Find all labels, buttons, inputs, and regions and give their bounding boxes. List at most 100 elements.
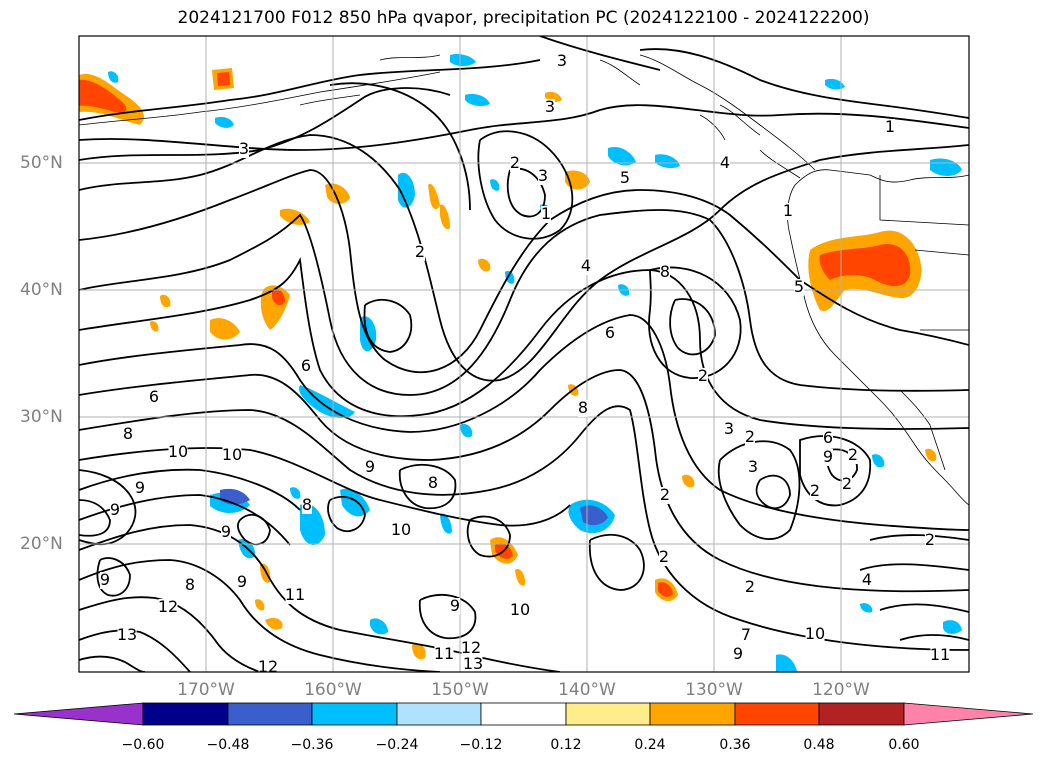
- contour-label-bg: [848, 447, 858, 464]
- colorbar-bin: [227, 702, 313, 726]
- contour-label-bg: [724, 421, 734, 438]
- contour-label-bg: [745, 429, 755, 446]
- colorbar: [13, 702, 1034, 726]
- colorbar-tick-label: 0.36: [719, 737, 751, 753]
- contour-label: 6: [149, 387, 159, 406]
- contour-label: 6: [605, 323, 615, 342]
- contour-label: 10: [222, 445, 242, 464]
- humidity-contours: [79, 36, 969, 672]
- contour-label-bg: [302, 497, 312, 514]
- contour-label: 2: [660, 485, 670, 504]
- contour-label-bg: [301, 358, 311, 375]
- contour-label: 11: [434, 644, 454, 663]
- contour-label-bg: [745, 579, 755, 596]
- contour-label: 5: [794, 277, 804, 296]
- contour-label-bg: [285, 587, 305, 604]
- contour-label: 9: [237, 572, 247, 591]
- colorbar-bin: [142, 702, 229, 726]
- colorbar-extend-low: [13, 702, 144, 726]
- chart-title: 2024121700 F012 850 hPa qvapor, precipit…: [177, 8, 870, 28]
- contour-label-bg: [823, 430, 833, 447]
- contour-label-bg: [885, 119, 895, 136]
- colorbar-bin: [396, 702, 482, 726]
- contour-label: 7: [741, 625, 751, 644]
- contour-label-bg: [925, 532, 935, 549]
- contour-label: 10: [510, 600, 530, 619]
- contour-label: 1: [783, 201, 793, 220]
- contour-label: 2: [510, 153, 520, 172]
- contour-label-bg: [581, 258, 591, 275]
- contour-label: 12: [461, 638, 481, 657]
- contour-label-bg: [461, 640, 481, 657]
- contour-label-bg: [463, 656, 483, 673]
- contour-label: 8: [302, 495, 312, 514]
- contour-label-bg: [545, 99, 555, 116]
- gridlines: [79, 36, 969, 672]
- lat-label-20n: 20°N: [20, 534, 63, 554]
- contour-label-bg: [415, 244, 425, 261]
- contour-label-bg: [158, 599, 178, 616]
- contour-label: 8: [185, 575, 195, 594]
- contour-label: 12: [258, 657, 278, 676]
- contour-label-bg: [660, 487, 670, 504]
- contour-label-bg: [510, 155, 520, 172]
- contour-label: 8: [123, 424, 133, 443]
- colorbar-bin: [311, 702, 398, 726]
- contour-label-bg: [221, 524, 231, 541]
- contour-label: 9: [221, 522, 231, 541]
- contour-label-bg: [698, 368, 708, 385]
- colorbar-tick-label: 0.60: [888, 737, 920, 753]
- contour-label-bg: [810, 483, 820, 500]
- contour-label: 1: [885, 117, 895, 136]
- contour-label-bg: [110, 502, 120, 519]
- precipitation-shading: [79, 53, 962, 672]
- map-background: [79, 36, 969, 672]
- contour-label-bg: [823, 449, 833, 466]
- lon-label-170w: 170°W: [177, 680, 235, 700]
- coastlines: [79, 54, 969, 506]
- lon-label-130w: 130°W: [685, 680, 743, 700]
- contour-label-bg: [100, 572, 110, 589]
- contour-label: 11: [285, 585, 305, 604]
- contour-label: 2: [415, 242, 425, 261]
- contour-label-bg: [620, 170, 630, 187]
- contour-label: 3: [538, 166, 548, 185]
- colorbar-bin: [480, 702, 567, 726]
- lon-label-150w: 150°W: [431, 680, 489, 700]
- contour-label: 9: [100, 570, 110, 589]
- contour-label: 10: [391, 520, 411, 539]
- contour-label: 2: [842, 474, 852, 493]
- map-frame: [78, 35, 970, 673]
- contour-label-bg: [538, 168, 548, 185]
- contour-label: 3: [545, 97, 555, 116]
- contour-label: 6: [823, 428, 833, 447]
- contour-label: 2: [698, 366, 708, 385]
- contour-label-bg: [557, 53, 567, 70]
- contour-label-bg: [185, 577, 195, 594]
- contour-label: 10: [168, 442, 188, 461]
- colorbar-tick-label: −0.48: [206, 737, 250, 753]
- contour-label-bg: [805, 626, 825, 643]
- contour-label: 3: [557, 51, 567, 70]
- contour-label-bg: [659, 549, 669, 566]
- contour-label-bg: [237, 574, 247, 591]
- contour-label: 2: [745, 577, 755, 596]
- contour-label: 2: [848, 445, 858, 464]
- contour-label: 8: [428, 473, 438, 492]
- contour-label: 2: [745, 427, 755, 446]
- contour-label: 11: [930, 645, 950, 664]
- colorbar-extend-high: [903, 702, 1034, 726]
- contour-label: 8: [578, 398, 588, 417]
- contour-label: 8: [660, 262, 670, 281]
- lon-label-140w: 140°W: [558, 680, 616, 700]
- contour-label-bg: [168, 444, 188, 461]
- contour-label: 12: [158, 597, 178, 616]
- contour-label-bg: [660, 264, 670, 281]
- contour-label-bg: [222, 447, 242, 464]
- contour-label-bg: [862, 572, 872, 589]
- contour-label-bg: [434, 646, 454, 663]
- contour-label-bg: [149, 389, 159, 406]
- lat-label-50n: 50°N: [20, 153, 63, 173]
- contour-label: 2: [659, 547, 669, 566]
